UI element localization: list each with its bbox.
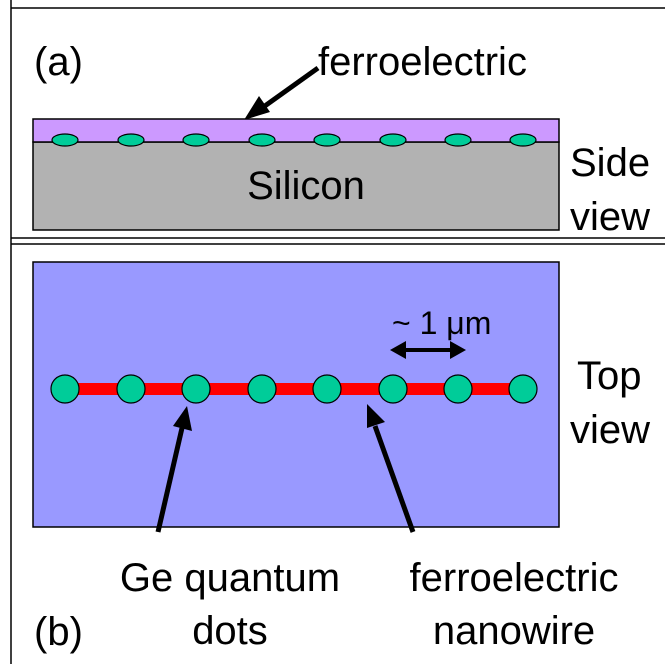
side-quantum-dot [117,133,145,147]
panel-b: ~ 1 μm Top view Ge quantum dots ferroele… [32,261,650,654]
ferroelectric-nanowire [65,383,523,395]
side-quantum-dot [51,133,79,147]
top-quantum-dot [508,374,538,404]
panel-a-label: (a) [34,40,83,84]
dots-label-line2: dots [192,609,268,653]
side-view-label-line2: view [570,195,650,239]
panel-a: (a) ferroelectric Silicon Side view [32,40,650,239]
dots-pointer-arrow [155,406,192,533]
top-quantum-dot [116,374,146,404]
ferroelectric-arrow [244,65,320,120]
side-quantum-dot [313,133,341,147]
side-quantum-dot [444,133,472,147]
top-view-label-line1: Top [577,354,642,398]
top-quantum-dot [247,374,277,404]
top-view-label-line2: view [570,408,650,452]
side-quantum-dot [509,133,537,147]
side-quantum-dot [182,133,210,147]
silicon-label: Silicon [247,164,365,208]
top-quantum-dot [312,374,342,404]
top-quantum-dot [378,374,408,404]
nanowire-label-line2: nanowire [433,609,595,653]
top-quantum-dot [50,374,80,404]
nanowire-pointer-arrow [367,404,416,533]
silicon-substrate [32,141,560,231]
spacing-double-arrow [390,341,466,359]
side-view-label-line1: Side [570,141,650,185]
top-view-quantum-dots [50,374,538,404]
side-view-quantum-dots [51,133,537,147]
top-quantum-dot [443,374,473,404]
nanowire-label-line1: ferroelectric [410,556,619,600]
side-quantum-dot [248,133,276,147]
ferroelectric-label: ferroelectric [318,40,527,84]
dots-label-line1: Ge quantum [120,556,340,600]
ferroelectric-layer [32,118,560,143]
top-quantum-dot [181,374,211,404]
spacing-label: ~ 1 μm [392,305,491,341]
side-quantum-dot [379,133,407,147]
panel-b-label: (b) [34,610,83,654]
